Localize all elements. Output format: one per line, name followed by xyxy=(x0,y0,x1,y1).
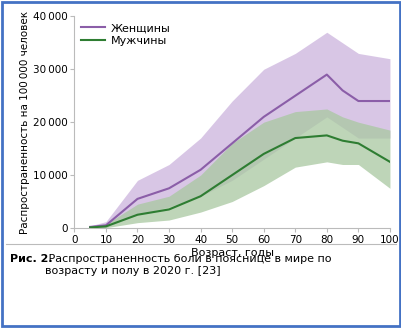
X-axis label: Возраст, годы: Возраст, годы xyxy=(190,248,273,258)
Y-axis label: Распространенность на 100 000 человек: Распространенность на 100 000 человек xyxy=(20,10,30,234)
Text: Распространенность боли в пояснице в мире по
возрасту и полу в 2020 г. [23]: Распространенность боли в пояснице в мир… xyxy=(45,254,331,276)
Text: Рис. 2.: Рис. 2. xyxy=(10,254,53,264)
Legend: Женщины, Мужчины: Женщины, Мужчины xyxy=(79,21,172,48)
